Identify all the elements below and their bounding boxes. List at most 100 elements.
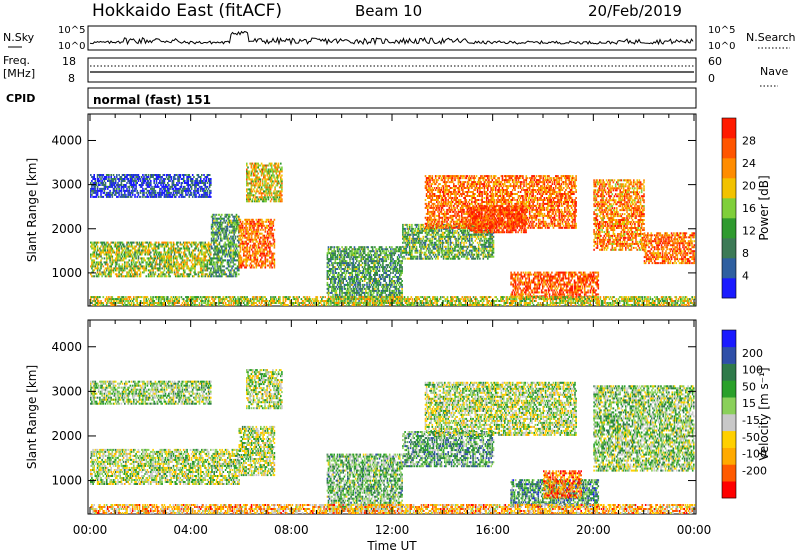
power-cell [128,193,131,196]
power-cell [269,232,271,235]
power-cell [227,213,230,216]
power-cell [179,247,182,250]
power-cell [376,258,378,261]
power-cell [413,243,415,246]
power-cell [252,184,255,187]
power-cell [196,191,199,194]
power-cell [347,266,349,269]
power-cell [402,257,404,260]
power-cell [385,281,388,284]
power-cell [133,176,135,178]
power-cell [171,187,174,190]
power-cell [152,189,154,192]
power-cell [143,259,145,262]
power-cell [408,243,411,246]
power-cell [382,248,384,251]
power-cell [330,291,332,294]
power-cell [204,255,206,258]
power-cell [365,254,367,257]
power-cell [147,269,150,272]
power-cell [156,184,159,186]
power-cell [153,253,155,256]
power-cell [335,291,338,294]
power-cell [262,220,264,223]
power-cell [264,248,267,251]
power-cell [274,194,276,197]
power-cell [142,180,144,182]
power-cell [99,251,101,254]
power-cell [210,247,213,250]
power-cell [120,245,123,248]
power-cell [119,259,121,262]
power-cell [164,251,167,254]
power-cell [110,193,112,196]
power-cell [249,174,251,177]
power-cell [408,253,411,256]
power-cell [267,168,270,171]
power-cell [359,289,361,292]
power-cell [271,244,273,247]
power-cell [334,272,337,274]
power-cell [145,267,148,270]
power-cell [221,247,223,250]
power-cell [362,258,365,261]
power-cell [150,271,152,274]
power-cell [272,196,274,199]
power-cell [185,247,187,250]
power-cell [245,240,247,243]
power-cell [400,274,402,276]
power-cell [207,178,210,180]
power-cell [388,293,391,296]
power-cell [129,267,132,270]
power-cell [254,258,256,261]
power-cell [187,245,189,248]
power-cell [393,270,395,272]
power-cell [403,249,405,252]
power-cell [349,264,351,267]
power-cell [385,276,388,278]
power-cell [335,258,338,261]
power-cell [120,251,123,254]
power-cell [342,268,344,270]
power-cell [215,261,217,264]
power-cell [247,200,249,203]
power-cell [184,243,186,246]
power-cell [263,196,265,199]
power-cell [105,178,108,180]
power-cell [259,184,262,187]
power-cell [210,273,213,276]
power-cell [396,272,399,274]
power-cell [169,247,171,250]
power-cell [434,247,437,250]
power-cell [118,275,120,278]
power-cell [138,261,141,264]
power-cell [164,253,167,256]
power-cell [225,243,228,246]
power-cell [252,194,255,197]
power-cell [124,191,126,194]
power-cell [359,280,361,282]
power-cell [101,271,103,274]
power-cell [262,250,264,253]
power-cell [396,270,399,272]
power-cell [225,245,228,248]
power-cell [274,188,276,191]
power-cell [207,259,210,262]
power-cell [390,293,392,296]
power-cell [395,250,398,253]
power-cell [360,287,363,290]
power-cell [246,250,248,253]
power-cell [349,274,351,276]
power-cell [161,182,163,184]
power-cell [254,250,256,253]
power-cell [274,186,276,189]
power-cell [170,241,172,244]
power-cell [350,256,352,259]
power-cell [339,268,341,270]
power-cell [421,239,423,242]
power-cell [126,251,128,254]
power-cell [235,223,238,226]
power-cell [151,247,153,250]
power-cell [90,265,92,268]
power-cell [266,186,268,189]
